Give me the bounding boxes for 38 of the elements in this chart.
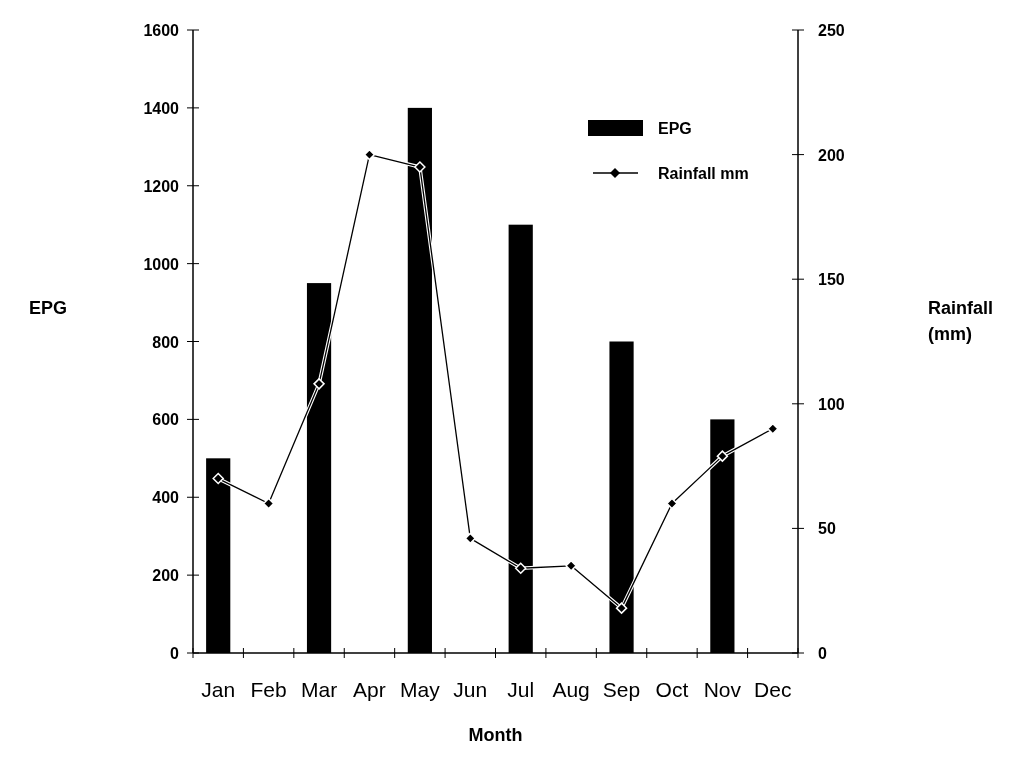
y2-tick-label: 50 bbox=[818, 520, 836, 538]
point bbox=[313, 378, 325, 390]
x-tick-label: Sep bbox=[602, 678, 641, 701]
x-axis-title: Month bbox=[468, 725, 523, 745]
x-tick-label: Aug bbox=[552, 678, 590, 701]
x-tick-label: Apr bbox=[353, 678, 386, 701]
legend-label: EPG bbox=[658, 120, 692, 137]
y-tick-label: 1000 bbox=[143, 255, 180, 273]
x-tick-label: Jun bbox=[453, 678, 488, 701]
y-tick-label: 1200 bbox=[143, 177, 180, 195]
x-tick-label: Nov bbox=[703, 678, 742, 701]
point bbox=[514, 562, 527, 575]
y2-tick-label: 0 bbox=[818, 645, 827, 662]
y-tick-label: 200 bbox=[152, 567, 180, 585]
y-tick-label: 1600 bbox=[143, 22, 180, 39]
y2-tick-label: 100 bbox=[818, 395, 845, 413]
point bbox=[615, 602, 628, 614]
y-axis-title: EPG bbox=[28, 298, 68, 318]
x-tick-label: Dec bbox=[754, 678, 792, 701]
y-tick-label: 800 bbox=[152, 333, 180, 351]
point bbox=[212, 472, 224, 485]
x-tick-label: Jan bbox=[201, 678, 236, 701]
point bbox=[716, 450, 729, 462]
y-tick-label: 400 bbox=[152, 489, 180, 507]
x-tick-label: Oct bbox=[655, 678, 689, 701]
y-tick-label: 600 bbox=[152, 411, 180, 429]
y2-tick-label: 250 bbox=[818, 22, 845, 39]
y-tick-label: 0 bbox=[170, 645, 180, 662]
y2-tick-label: 200 bbox=[818, 146, 845, 164]
x-tick-label: Feb bbox=[250, 678, 287, 701]
y2-axis-title: Rainfall (mm) bbox=[928, 298, 994, 344]
x-tick-label: Mar bbox=[300, 678, 338, 701]
y-tick-label: 1400 bbox=[143, 99, 180, 117]
x-tick-label: May bbox=[400, 678, 441, 701]
point bbox=[414, 161, 426, 173]
legend-label: Rainfall mm bbox=[658, 165, 749, 182]
y2-tick-label: 150 bbox=[818, 271, 845, 289]
x-tick-label: Jul bbox=[507, 678, 535, 701]
